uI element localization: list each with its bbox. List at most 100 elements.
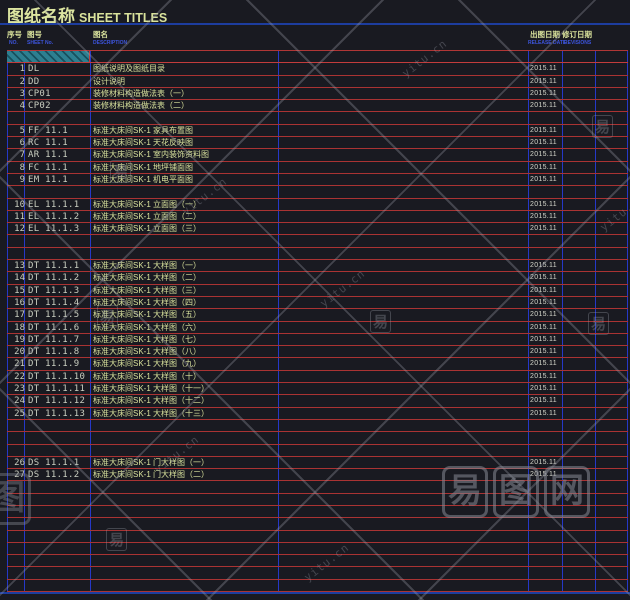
release-date: 2015.11 bbox=[530, 311, 557, 319]
sheet-description: 标准大床间SK-1 立面图（一） bbox=[93, 199, 202, 209]
row-number: 6 bbox=[19, 138, 25, 149]
table-row[interactable]: 6 RC 11.1 标准大床间SK-1 天花反映图 2015.11 bbox=[7, 137, 628, 150]
table-row[interactable] bbox=[7, 445, 628, 457]
hatched-selection-cell[interactable] bbox=[7, 51, 90, 63]
release-date: 2015.11 bbox=[530, 151, 557, 159]
sheet-description: 标准大床间SK-1 大样图（十三） bbox=[93, 408, 210, 418]
table-row[interactable]: 24 DT 11.1.12 标准大床间SK-1 大样图（十二） 2015.11 bbox=[7, 395, 628, 408]
table-row[interactable]: 13 DT 11.1.1 标准大床间SK-1 大样图（一） 2015.11 bbox=[7, 260, 628, 273]
sheet-description: 标准大床间SK-1 大样图（六） bbox=[93, 322, 202, 332]
sheet-description: 标准大床间SK-1 大样图（九） bbox=[93, 359, 202, 369]
table-row[interactable] bbox=[7, 420, 628, 433]
header-rev-zh: 修订日期 bbox=[562, 30, 592, 39]
table-row[interactable] bbox=[7, 112, 628, 125]
table-row[interactable]: 25 DT 11.1.13 标准大床间SK-1 大样图（十三） 2015.11 bbox=[7, 408, 628, 420]
table-row[interactable] bbox=[7, 186, 628, 199]
table-row-header-spacer bbox=[7, 51, 628, 64]
table-row[interactable]: 20 DT 11.1.8 标准大床间SK-1 大样图（八） 2015.11 bbox=[7, 346, 628, 359]
sheet-number: DT 11.1.9 bbox=[28, 359, 80, 370]
header-date-zh: 出图日期 bbox=[530, 30, 560, 39]
header-sheet-en: SHEET No. bbox=[27, 40, 54, 46]
table-row[interactable]: 12 EL 11.1.3 标准大床间SK-1 立面图（三） 2015.11 bbox=[7, 223, 628, 236]
table-row[interactable]: 22 DT 11.1.10 标准大床间SK-1 大样图（十） 2015.11 bbox=[7, 371, 628, 384]
title-divider-line bbox=[0, 23, 630, 25]
column-divider-line bbox=[528, 51, 529, 593]
sheet-description: 标准大床间SK-1 大样图（十二） bbox=[93, 396, 210, 406]
table-row[interactable]: 18 DT 11.1.6 标准大床间SK-1 大样图（六） 2015.11 bbox=[7, 322, 628, 334]
release-date: 2015.11 bbox=[530, 458, 557, 466]
row-number: 22 bbox=[14, 371, 25, 382]
header-desc-en: DESCRIPTION bbox=[93, 40, 128, 46]
sheet-number: DS 11.1.1 bbox=[28, 457, 80, 468]
sheet-number: DT 11.1.2 bbox=[28, 273, 80, 284]
release-date: 2015.11 bbox=[530, 77, 557, 85]
table-row[interactable] bbox=[7, 432, 628, 445]
table-row[interactable]: 16 DT 11.1.4 标准大床间SK-1 大样图（四） 2015.11 bbox=[7, 297, 628, 310]
sheet-number: DT 11.1.11 bbox=[28, 384, 86, 395]
release-date: 2015.11 bbox=[530, 126, 557, 134]
sheet-number: DS 11.1.2 bbox=[28, 470, 80, 481]
release-date: 2015.11 bbox=[530, 348, 557, 356]
table-row[interactable] bbox=[7, 555, 628, 568]
release-date: 2015.11 bbox=[530, 397, 557, 405]
sheet-number: DT 11.1.1 bbox=[28, 261, 80, 272]
table-row[interactable]: 1 DL 图纸说明及图纸目录 2015.11 bbox=[7, 63, 628, 76]
sheet-number: DT 11.1.8 bbox=[28, 347, 80, 358]
release-date: 2015.11 bbox=[530, 65, 557, 73]
row-number: 21 bbox=[14, 359, 25, 370]
sheet-description: 标准大床间SK-1 大样图（五） bbox=[93, 310, 202, 320]
sheet-description: 设计说明 bbox=[93, 76, 125, 86]
sheet-description: 标准大床间SK-1 大样图（十一） bbox=[93, 384, 210, 394]
sheet-description: 标准大床间SK-1 大样图（七） bbox=[93, 334, 202, 344]
table-row[interactable] bbox=[7, 580, 628, 593]
table-row[interactable]: 21 DT 11.1.9 标准大床间SK-1 大样图（九） 2015.11 bbox=[7, 358, 628, 371]
row-number: 15 bbox=[14, 285, 25, 296]
table-row[interactable]: 9 EM 11.1 标准大床间SK-1 机电平面图 2015.11 bbox=[7, 174, 628, 187]
table-row[interactable] bbox=[7, 481, 628, 494]
table-row[interactable]: 10 EL 11.1.1 标准大床间SK-1 立面图（一） 2015.11 bbox=[7, 199, 628, 211]
release-date: 2015.11 bbox=[530, 212, 557, 220]
table-row[interactable]: 23 DT 11.1.11 标准大床间SK-1 大样图（十一） 2015.11 bbox=[7, 383, 628, 396]
sheet-rows: 1 DL 图纸说明及图纸目录 2015.11 2 DD 设计说明 2015.11… bbox=[7, 63, 628, 593]
page-title-en: SHEET TITLES bbox=[79, 11, 168, 25]
sheet-number: EL 11.1.2 bbox=[28, 211, 80, 222]
table-row[interactable] bbox=[7, 531, 628, 543]
table-row[interactable] bbox=[7, 543, 628, 556]
table-row[interactable]: 4 CP02 装修材料构造做法表（二） 2015.11 bbox=[7, 100, 628, 113]
row-number: 3 bbox=[19, 88, 25, 99]
table-row[interactable] bbox=[7, 235, 628, 248]
table-row[interactable]: 7 AR 11.1 标准大床间SK-1 室内装饰资料图 2015.11 bbox=[7, 149, 628, 162]
table-row[interactable]: 11 EL 11.1.2 标准大床间SK-1 立面图（二） 2015.11 bbox=[7, 211, 628, 224]
table-row[interactable]: 26 DS 11.1.1 标准大床间SK-1 门大样图（一） 2015.11 bbox=[7, 457, 628, 470]
table-row[interactable]: 5 FF 11.1 标准大床间SK-1 家具布置图 2015.11 bbox=[7, 125, 628, 138]
sheet-description: 标准大床间SK-1 大样图（四） bbox=[93, 297, 202, 307]
header-date-en: RELEASE DATE bbox=[528, 40, 567, 46]
sheet-number: DT 11.1.10 bbox=[28, 371, 86, 382]
table-row[interactable] bbox=[7, 494, 628, 506]
row-number: 14 bbox=[14, 273, 25, 284]
sheet-number: FF 11.1 bbox=[28, 125, 69, 136]
table-row[interactable] bbox=[7, 248, 628, 261]
table-row[interactable] bbox=[7, 506, 628, 519]
table-row[interactable]: 27 DS 11.1.2 标准大床间SK-1 门大样图（二） 2015.11 bbox=[7, 469, 628, 482]
sheet-description: 标准大床间SK-1 大样图（二） bbox=[93, 273, 202, 283]
release-date: 2015.11 bbox=[530, 471, 557, 479]
page-title: 图纸名称 SHEET TITLES bbox=[7, 2, 167, 27]
column-divider-line bbox=[627, 51, 628, 593]
table-row[interactable]: 14 DT 11.1.2 标准大床间SK-1 大样图（二） 2015.11 bbox=[7, 272, 628, 285]
row-number: 18 bbox=[14, 322, 25, 333]
table-row[interactable]: 8 FC 11.1 标准大床间SK-1 地坪铺面图 2015.11 bbox=[7, 162, 628, 174]
table-row[interactable]: 15 DT 11.1.3 标准大床间SK-1 大样图（三） 2015.11 bbox=[7, 285, 628, 297]
row-number: 23 bbox=[14, 384, 25, 395]
table-row[interactable]: 3 CP01 装修材料构造做法表（一） 2015.11 bbox=[7, 88, 628, 101]
table-row[interactable]: 19 DT 11.1.7 标准大床间SK-1 大样图（七） 2015.11 bbox=[7, 334, 628, 347]
release-date: 2015.11 bbox=[530, 102, 557, 110]
release-date: 2015.11 bbox=[530, 335, 557, 343]
table-row[interactable]: 17 DT 11.1.5 标准大床间SK-1 大样图（五） 2015.11 bbox=[7, 309, 628, 322]
release-date: 2015.11 bbox=[530, 175, 557, 183]
table-row[interactable] bbox=[7, 518, 628, 531]
table-row[interactable]: 2 DD 设计说明 2015.11 bbox=[7, 76, 628, 88]
table-row[interactable] bbox=[7, 567, 628, 580]
column-divider-line bbox=[90, 51, 91, 593]
